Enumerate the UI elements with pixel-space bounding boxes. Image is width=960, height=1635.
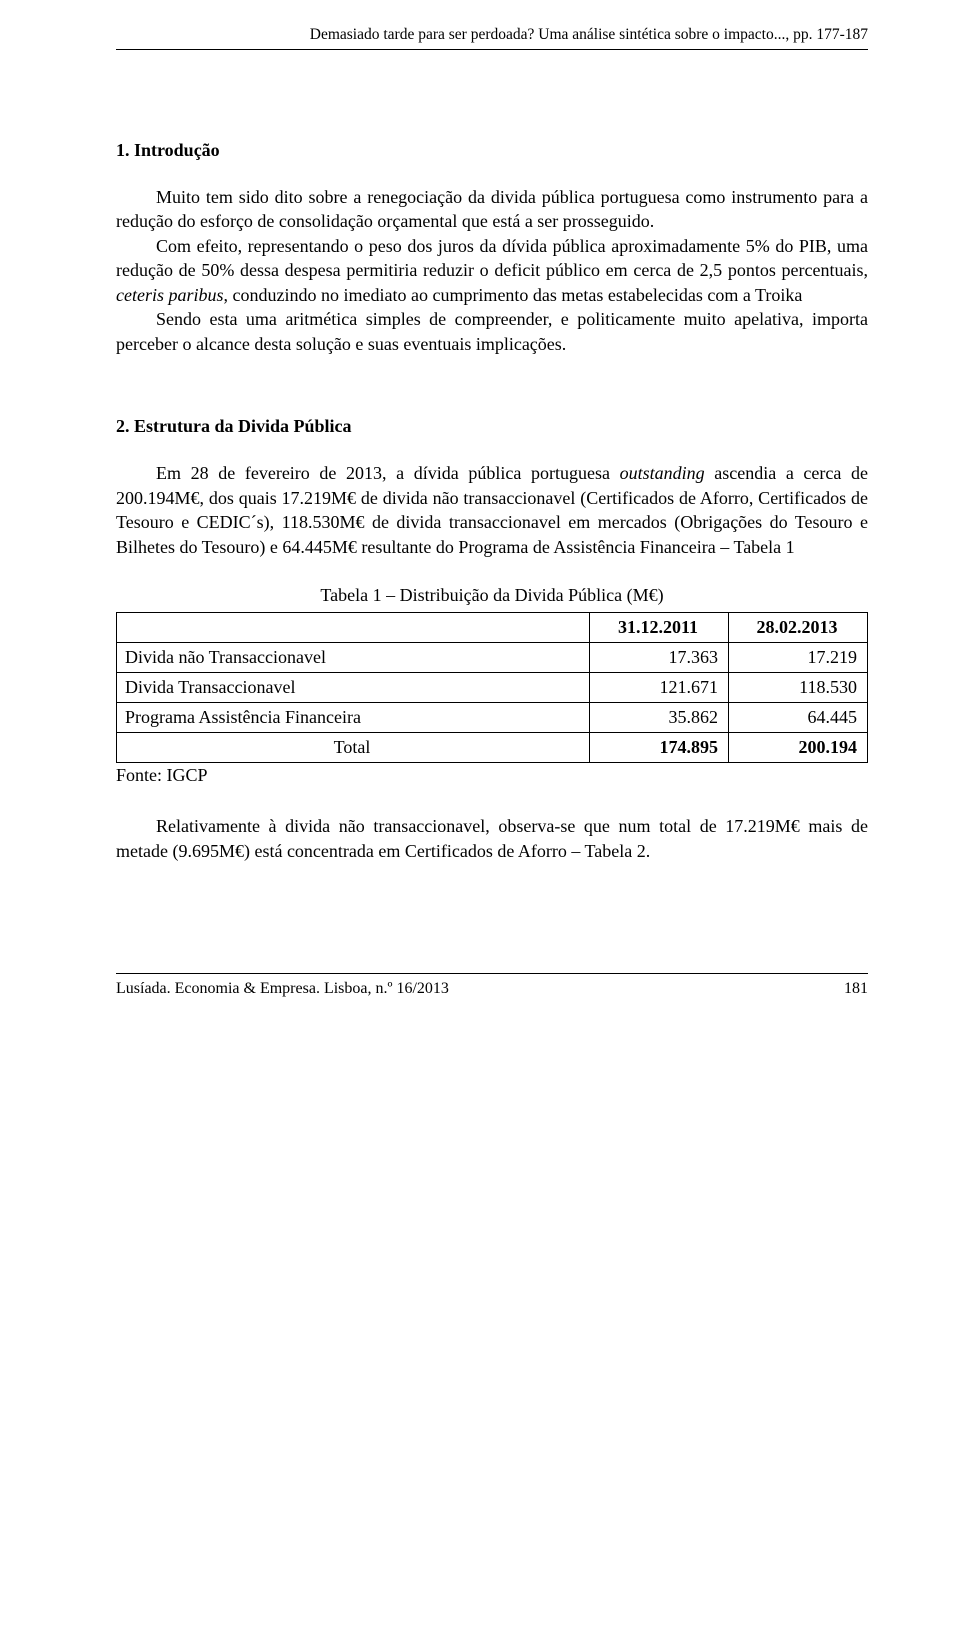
table-cell-value: 121.671 — [590, 673, 729, 703]
table-header-row: 31.12.2011 28.02.2013 — [117, 613, 868, 643]
page: Demasiado tarde para ser perdoada? Uma a… — [0, 0, 960, 1038]
foreign-term: outstanding — [620, 463, 705, 483]
table-cell-value: 118.530 — [729, 673, 868, 703]
page-footer: Lusíada. Economia & Empresa. Lisboa, n.º… — [116, 973, 868, 998]
section-1-heading: 1. Introdução — [116, 140, 868, 161]
footer-journal: Lusíada. Economia & Empresa. Lisboa, n.º… — [116, 980, 449, 998]
section-2-heading: 2. Estrutura da Divida Pública — [116, 416, 868, 437]
table-1-caption: Tabela 1 – Distribuição da Divida Públic… — [116, 585, 868, 606]
section-2-paragraph-2: Relativamente à divida não transaccionav… — [116, 814, 868, 863]
section-1-paragraph-3: Sendo esta uma aritmética simples de com… — [116, 307, 868, 356]
table-row-total: Total 174.895 200.194 — [117, 733, 868, 763]
table-1-source: Fonte: IGCP — [116, 765, 868, 786]
table-header-col-1: 31.12.2011 — [590, 613, 729, 643]
table-row: Divida Transaccionavel 121.671 118.530 — [117, 673, 868, 703]
text-span: Com efeito, representando o peso dos jur… — [116, 236, 868, 280]
section-1-paragraph-1: Muito tem sido dito sobre a renegociação… — [116, 185, 868, 234]
table-row: Divida não Transaccionavel 17.363 17.219 — [117, 643, 868, 673]
table-cell-label: Divida Transaccionavel — [117, 673, 590, 703]
table-cell-value: 17.219 — [729, 643, 868, 673]
table-header-empty — [117, 613, 590, 643]
section-2-paragraph-1: Em 28 de fevereiro de 2013, a dívida púb… — [116, 461, 868, 559]
text-span: , conduzindo no imediato ao cumprimento … — [224, 285, 803, 305]
section-1-paragraph-2: Com efeito, representando o peso dos jur… — [116, 234, 868, 307]
table-cell-value: 35.862 — [590, 703, 729, 733]
text-span: Em 28 de fevereiro de 2013, a dívida púb… — [156, 463, 620, 483]
table-cell-total-label: Total — [117, 733, 590, 763]
latin-term: ceteris paribus — [116, 285, 224, 305]
table-cell-label: Programa Assistência Financeira — [117, 703, 590, 733]
table-cell-value: 17.363 — [590, 643, 729, 673]
table-cell-total-value: 174.895 — [590, 733, 729, 763]
running-header: Demasiado tarde para ser perdoada? Uma a… — [116, 26, 868, 50]
table-row: Programa Assistência Financeira 35.862 6… — [117, 703, 868, 733]
table-1: 31.12.2011 28.02.2013 Divida não Transac… — [116, 612, 868, 763]
table-cell-total-value: 200.194 — [729, 733, 868, 763]
table-header-col-2: 28.02.2013 — [729, 613, 868, 643]
footer-page-number: 181 — [844, 980, 868, 998]
table-cell-label: Divida não Transaccionavel — [117, 643, 590, 673]
table-cell-value: 64.445 — [729, 703, 868, 733]
